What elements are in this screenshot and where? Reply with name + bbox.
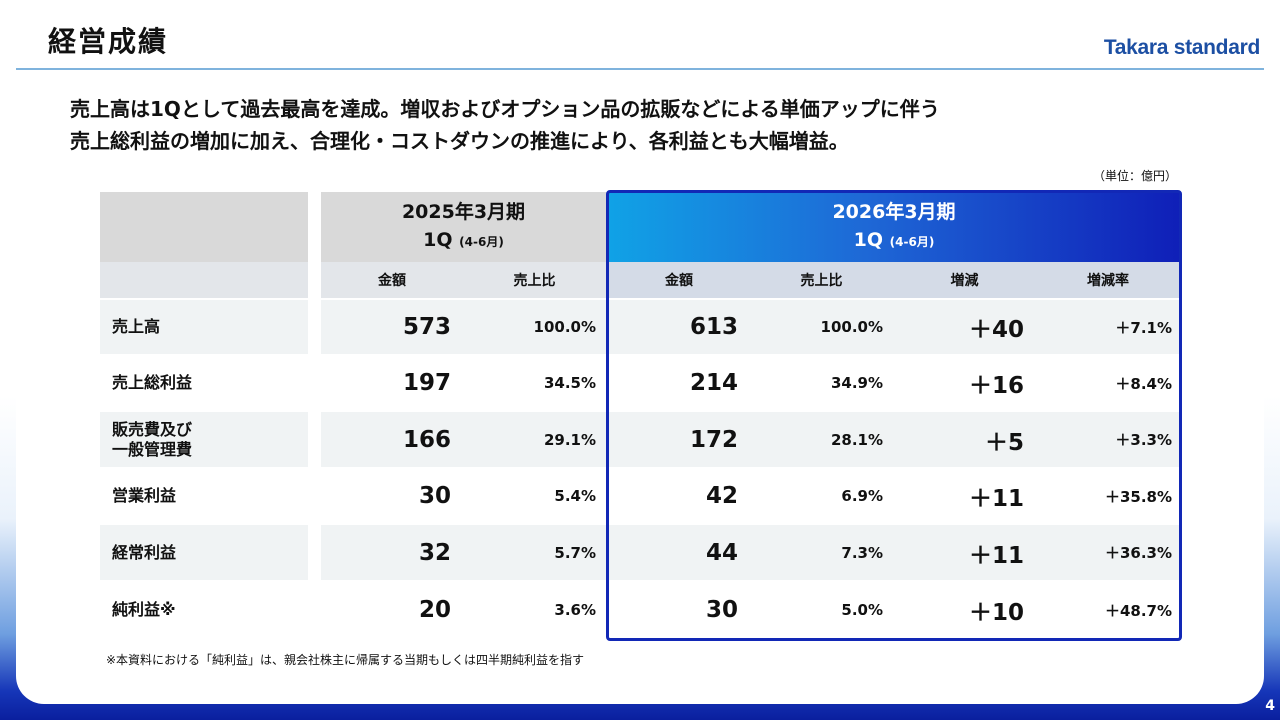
- page-title: 経営成績: [48, 25, 169, 58]
- headline-summary: 売上高は1Qとして過去最高を達成。増収およびオプション品の拡販などによる単価アッ…: [70, 93, 940, 157]
- cur-ratio-net-sales: 100.0%: [750, 300, 893, 354]
- change-rate-ordinary-profit: ＋36.3%: [1036, 525, 1180, 580]
- prev-ratio-net-profit: 3.6%: [463, 582, 606, 638]
- prev-period-title: 2025年3月期: [401, 201, 526, 223]
- row-label-text: 売上高: [112, 317, 161, 336]
- change-rate-operating-profit: ＋35.8%: [1036, 469, 1180, 523]
- table-corner-header: [100, 192, 308, 262]
- row-label-net-profit: 純利益※: [100, 582, 308, 638]
- change-net-sales: ＋40: [893, 300, 1036, 354]
- prev-amount-net-profit: 20: [321, 582, 463, 638]
- change-sga-expenses: ＋5: [893, 412, 1036, 467]
- prev-quarter-label: 1Q: [423, 229, 453, 251]
- prev-amount-ordinary-profit: 32: [321, 525, 463, 580]
- row-label-operating-profit: 営業利益: [100, 469, 308, 523]
- prev-ratio-operating-profit: 5.4%: [463, 469, 606, 523]
- col-header-cur-amount: 金額: [608, 262, 750, 298]
- change-gross-profit: ＋16: [893, 356, 1036, 410]
- cur-period-header: 2026年3月期 1Q (4-6月): [608, 192, 1180, 262]
- row-label-text: 純利益※: [112, 600, 176, 619]
- cur-amount-net-profit: 30: [608, 582, 750, 638]
- cur-ratio-operating-profit: 6.9%: [750, 469, 893, 523]
- prev-ratio-ordinary-profit: 5.7%: [463, 525, 606, 580]
- row-label-text: 営業利益: [112, 486, 177, 505]
- company-logo: Takara standard: [1103, 36, 1260, 59]
- unit-note: （単位：億円）: [1092, 169, 1177, 183]
- table-corner-subheader: [100, 262, 308, 298]
- change-rate-gross-profit: ＋8.4%: [1036, 356, 1180, 410]
- col-header-change-rate: 増減率: [1036, 262, 1180, 298]
- cur-amount-operating-profit: 42: [608, 469, 750, 523]
- headline-line: 売上高は1Qとして過去最高を達成。増収およびオプション品の拡販などによる単価アッ…: [70, 97, 940, 121]
- change-net-profit: ＋10: [893, 582, 1036, 638]
- cur-ratio-net-profit: 5.0%: [750, 582, 893, 638]
- change-rate-net-sales: ＋7.1%: [1036, 300, 1180, 354]
- row-label-text: 販売費及び: [112, 419, 193, 439]
- col-header-cur-ratio: 売上比: [750, 262, 893, 298]
- prev-amount-sga-expenses: 166: [321, 412, 463, 467]
- col-header-prev-ratio: 売上比: [463, 262, 606, 298]
- col-header-prev-amount: 金額: [321, 262, 463, 298]
- prev-ratio-sga-expenses: 29.1%: [463, 412, 606, 467]
- cur-quarter-label: 1Q: [853, 229, 884, 251]
- row-label-ordinary-profit: 経常利益: [100, 525, 308, 580]
- cur-ratio-ordinary-profit: 7.3%: [750, 525, 893, 580]
- cur-amount-gross-profit: 214: [608, 356, 750, 410]
- prev-amount-gross-profit: 197: [321, 356, 463, 410]
- header-divider: [16, 68, 1264, 70]
- cur-amount-net-sales: 613: [608, 300, 750, 354]
- row-label-text: 一般管理費: [112, 439, 193, 459]
- cur-amount-ordinary-profit: 44: [608, 525, 750, 580]
- row-label-sga-expenses: 販売費及び 一般管理費: [100, 412, 308, 467]
- prev-period-quarter: 1Q (4-6月): [423, 226, 504, 256]
- row-label-gross-profit: 売上総利益: [100, 356, 308, 410]
- prev-period-header: 2025年3月期 1Q (4-6月): [321, 192, 606, 262]
- col-header-change: 増減: [893, 262, 1036, 298]
- cur-ratio-sga-expenses: 28.1%: [750, 412, 893, 467]
- headline-line: 売上総利益の増加に加え、合理化・コストダウンの推進により、各利益とも大幅増益。: [70, 129, 849, 153]
- prev-quarter-range: (4-6月): [459, 235, 504, 249]
- page-number: 4: [1265, 698, 1275, 714]
- cur-period-title: 2026年3月期: [832, 201, 956, 223]
- change-rate-net-profit: ＋48.7%: [1036, 582, 1180, 638]
- row-label-text: 経常利益: [112, 542, 177, 562]
- cur-quarter-range: (4-6月): [889, 235, 935, 249]
- change-ordinary-profit: ＋11: [893, 525, 1036, 580]
- footnote: ※本資料における「純利益」は、親会社株主に帰属する当期もしくは四半期純利益を指す: [106, 653, 585, 667]
- change-operating-profit: ＋11: [893, 469, 1036, 523]
- prev-ratio-gross-profit: 34.5%: [463, 356, 606, 410]
- prev-amount-operating-profit: 30: [321, 469, 463, 523]
- row-label-text: 売上総利益: [112, 373, 193, 392]
- row-label-net-sales: 売上高: [100, 300, 308, 354]
- prev-amount-net-sales: 573: [321, 300, 463, 354]
- prev-ratio-net-sales: 100.0%: [463, 300, 606, 354]
- cur-period-quarter: 1Q (4-6月): [854, 226, 935, 256]
- cur-ratio-gross-profit: 34.9%: [750, 356, 893, 410]
- change-rate-sga-expenses: ＋3.3%: [1036, 412, 1180, 467]
- cur-amount-sga-expenses: 172: [608, 412, 750, 467]
